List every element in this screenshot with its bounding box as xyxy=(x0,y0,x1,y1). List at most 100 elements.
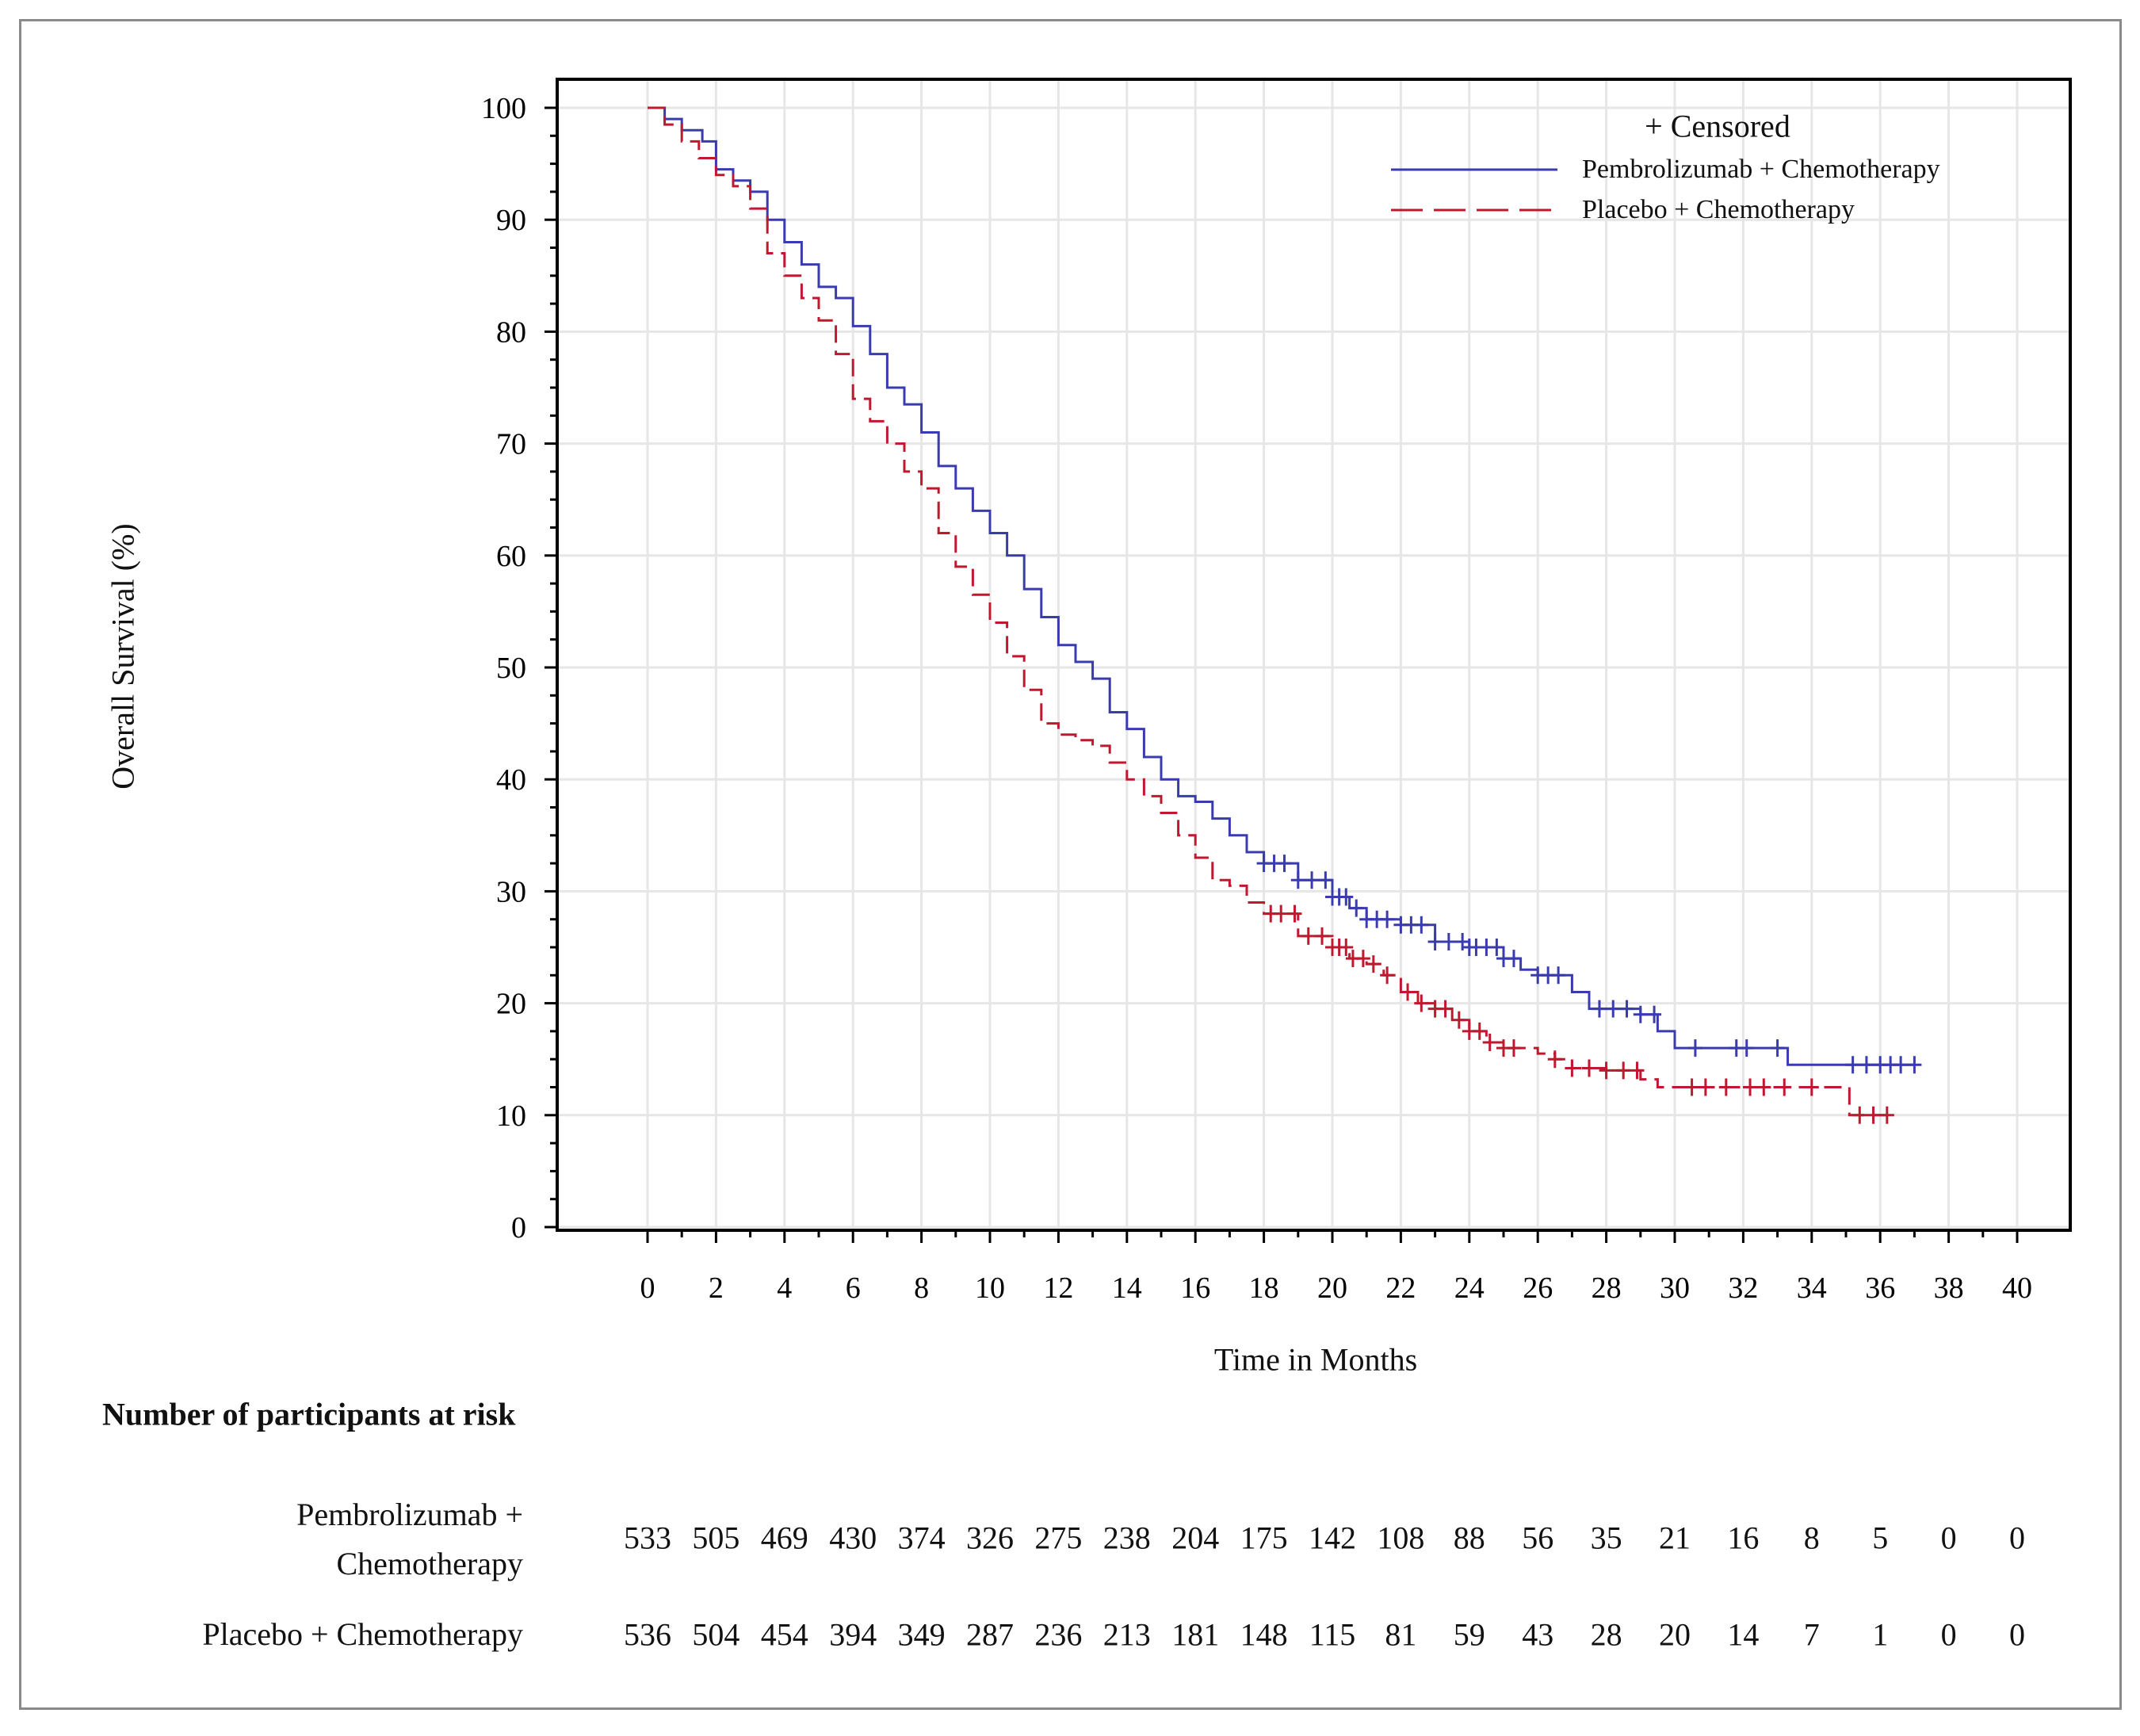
censor-mark xyxy=(1414,916,1429,934)
risk-value: 5 xyxy=(1872,1520,1889,1556)
risk-value: 469 xyxy=(760,1520,808,1556)
censor-mark xyxy=(1630,1061,1645,1080)
x-tick-label: 30 xyxy=(1660,1271,1690,1305)
x-tick-label: 22 xyxy=(1385,1271,1416,1305)
y-tick-label: 80 xyxy=(496,315,526,349)
censor-mark xyxy=(1616,1061,1631,1080)
x-tick-label: 34 xyxy=(1797,1271,1827,1305)
x-tick-label: 36 xyxy=(1865,1271,1895,1305)
x-tick-label: 10 xyxy=(975,1271,1005,1305)
censor-mark xyxy=(1777,1078,1792,1096)
censor-mark xyxy=(1349,899,1364,917)
risk-value: 430 xyxy=(829,1520,877,1556)
y-tick-label: 100 xyxy=(481,92,526,125)
y-tick-label: 20 xyxy=(496,988,526,1021)
censor-mark xyxy=(1380,910,1395,928)
censor-mark xyxy=(1756,1078,1771,1096)
y-tick-label: 40 xyxy=(496,763,526,797)
risk-value: 504 xyxy=(692,1616,740,1653)
censor-mark xyxy=(1565,1059,1580,1077)
risk-value: 204 xyxy=(1171,1520,1220,1556)
censor-mark xyxy=(1698,1078,1713,1096)
y-tick-label: 70 xyxy=(496,428,526,461)
risk-value: 108 xyxy=(1377,1520,1425,1556)
censor-mark xyxy=(1441,932,1456,950)
censor-mark xyxy=(1619,1000,1634,1018)
censor-mark xyxy=(1482,1034,1497,1052)
censor-mark xyxy=(1647,1005,1662,1023)
legend-entry-placebo: Placebo + Chemotherapy xyxy=(1582,195,1855,224)
y-tick-label: 50 xyxy=(496,652,526,685)
risk-value: 21 xyxy=(1659,1520,1691,1556)
x-tick-label: 24 xyxy=(1454,1271,1485,1305)
censor-mark xyxy=(1274,904,1289,923)
censor-mark xyxy=(1599,1061,1614,1080)
x-tick-label: 28 xyxy=(1592,1271,1622,1305)
x-tick-label: 14 xyxy=(1112,1271,1142,1305)
risk-value: 181 xyxy=(1171,1616,1220,1653)
risk-value: 275 xyxy=(1034,1520,1083,1556)
censor-mark xyxy=(1305,871,1320,889)
censor-mark xyxy=(1687,1039,1702,1057)
risk-value: 0 xyxy=(2009,1616,2025,1653)
x-tick-label: 18 xyxy=(1249,1271,1279,1305)
censor-mark xyxy=(1318,871,1333,889)
censor-mark xyxy=(1277,855,1292,873)
risk-value: 349 xyxy=(897,1616,946,1653)
risk-value: 536 xyxy=(624,1616,671,1653)
risk-value: 148 xyxy=(1240,1616,1288,1653)
y-tick-label: 90 xyxy=(496,204,526,237)
censor-mark xyxy=(1684,1078,1699,1096)
risk-value: 28 xyxy=(1590,1616,1622,1653)
risk-value: 115 xyxy=(1309,1616,1356,1653)
legend-entry-pembrolizumab: Pembrolizumab + Chemotherapy xyxy=(1582,155,1940,184)
censor-mark xyxy=(1287,904,1302,923)
risk-value: 238 xyxy=(1102,1520,1151,1556)
risk-row-label-line2: Chemotherapy xyxy=(336,1546,524,1581)
censor-mark xyxy=(1427,932,1443,950)
x-tick-label: 8 xyxy=(914,1271,929,1305)
censor-mark xyxy=(1845,1056,1860,1074)
x-tick-label: 26 xyxy=(1523,1271,1553,1305)
censor-mark xyxy=(1438,1000,1453,1018)
censor-mark xyxy=(1592,1000,1607,1018)
censor-mark xyxy=(1366,955,1381,973)
censor-mark xyxy=(1804,1078,1819,1096)
risk-value: 0 xyxy=(1940,1520,1957,1556)
risk-value: 59 xyxy=(1453,1616,1485,1653)
y-tick-label: 10 xyxy=(496,1099,526,1133)
risk-value: 142 xyxy=(1309,1520,1356,1556)
censor-mark xyxy=(1290,871,1305,889)
censor-mark xyxy=(1739,1039,1754,1057)
censor-mark xyxy=(1852,1106,1867,1124)
censor-mark xyxy=(1301,927,1316,945)
risk-value: 14 xyxy=(1727,1616,1760,1653)
censor-mark xyxy=(1315,927,1330,945)
legend-censored-label: + Censored xyxy=(1645,108,1790,144)
censor-mark xyxy=(1401,983,1416,1001)
y-tick-label: 60 xyxy=(496,540,526,573)
survival-curve-placebo xyxy=(648,106,1887,1117)
censor-mark xyxy=(1472,1022,1487,1040)
risk-row-label-line1: Placebo + Chemotherapy xyxy=(202,1616,523,1652)
risk-value: 394 xyxy=(829,1616,877,1653)
censor-mark xyxy=(1859,1056,1874,1074)
censor-mark xyxy=(1506,950,1521,968)
censor-mark xyxy=(1547,1050,1562,1069)
x-tick-label: 38 xyxy=(1934,1271,1964,1305)
risk-value: 213 xyxy=(1102,1616,1151,1653)
risk-value: 374 xyxy=(897,1520,946,1556)
censor-mark xyxy=(1770,1039,1785,1057)
censor-mark xyxy=(1339,888,1354,906)
risk-value: 56 xyxy=(1522,1520,1554,1556)
censor-mark xyxy=(1907,1056,1922,1074)
risk-value: 236 xyxy=(1034,1616,1083,1653)
risk-value: 326 xyxy=(966,1520,1014,1556)
censor-mark xyxy=(1339,939,1354,956)
risk-row-label-placebo: Placebo + Chemotherapy xyxy=(202,1610,523,1659)
risk-value: 43 xyxy=(1522,1616,1554,1653)
risk-value: 81 xyxy=(1385,1616,1417,1653)
censor-mark xyxy=(1551,966,1566,985)
censor-mark xyxy=(1355,950,1370,968)
x-tick-label: 0 xyxy=(640,1271,655,1305)
